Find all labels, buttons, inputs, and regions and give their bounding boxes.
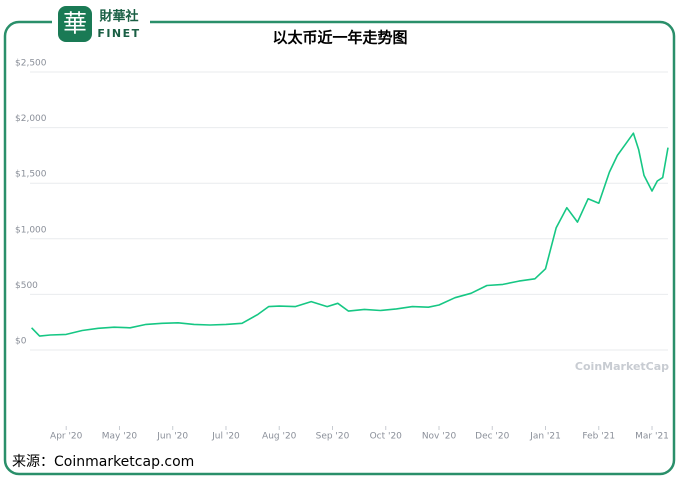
y-tick-label: $500 <box>15 281 38 291</box>
x-tick-label: May '20 <box>102 432 138 442</box>
x-tick-label: Apr '20 <box>50 432 83 442</box>
chart-title: 以太币近一年走势图 <box>272 29 407 47</box>
x-tick-label: Nov '20 <box>422 432 457 442</box>
y-tick-label: $1,000 <box>15 225 47 235</box>
frame <box>3 20 676 476</box>
y-tick-label: $0 <box>15 337 27 347</box>
x-tick-label: Oct '20 <box>370 432 403 442</box>
plot-area: $0 $500 $1,000 $1,500 $2,000 $2,500 Apr '20 May… <box>15 59 669 442</box>
logo-box <box>58 6 92 42</box>
x-tick-label: Dec '20 <box>475 432 509 442</box>
watermark: CoinMarketCap <box>575 360 669 373</box>
x-tick-label: Mar '21 <box>635 432 669 442</box>
x-tick-label: Feb '21 <box>582 432 615 442</box>
x-tick-label: Aug '20 <box>262 432 297 442</box>
x-tick-label: Sep '20 <box>316 432 350 442</box>
y-tick-label: $1,500 <box>15 170 47 180</box>
logo-latin: FINET <box>97 27 140 40</box>
price-line <box>31 132 669 337</box>
logo-mark: 華 <box>63 10 87 38</box>
y-tick-label: $2,500 <box>15 59 47 69</box>
source-note: 来源：Coinmarketcap.com <box>12 454 194 470</box>
x-tick-label: Jun '20 <box>156 432 188 442</box>
x-tick-label: Jan '21 <box>529 432 561 442</box>
x-tick-label: Jul '20 <box>211 432 240 442</box>
y-tick-label: $2,000 <box>15 114 47 124</box>
logo-name: 財華社 <box>98 9 138 25</box>
